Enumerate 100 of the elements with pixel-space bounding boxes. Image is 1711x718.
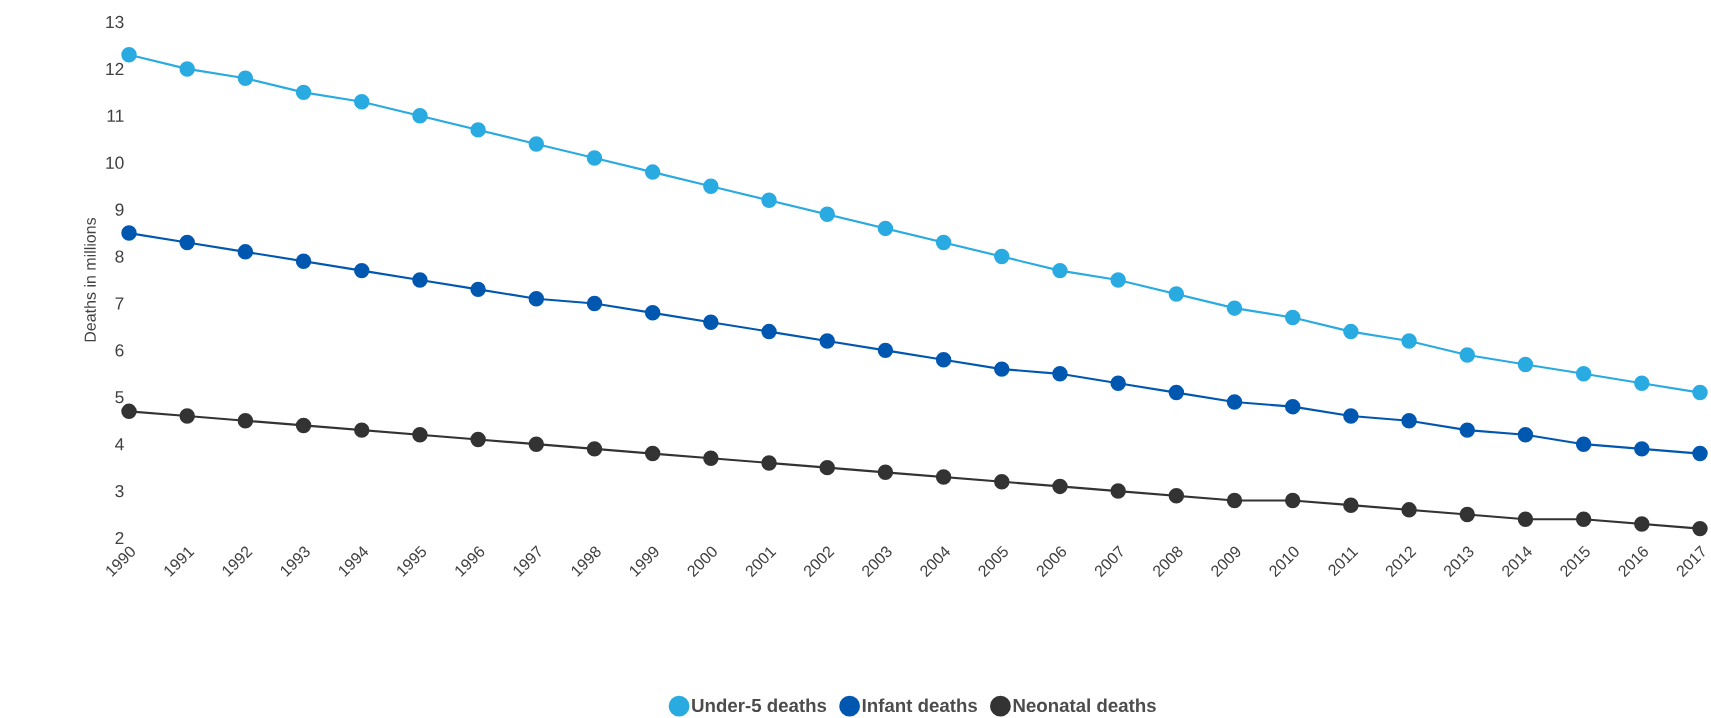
point [121, 403, 137, 420]
point [819, 333, 835, 349]
point [237, 412, 254, 429]
y-tick-label: 12 [106, 62, 124, 75]
point [1459, 422, 1475, 438]
point [1110, 272, 1126, 288]
point [761, 192, 777, 208]
point [1459, 347, 1475, 363]
point [295, 84, 312, 101]
point [1343, 497, 1359, 513]
point [586, 150, 603, 166]
point [935, 234, 952, 251]
point [121, 47, 137, 63]
point [1168, 384, 1185, 401]
point [1401, 333, 1417, 349]
point [354, 422, 370, 438]
point [1575, 436, 1592, 452]
point [470, 281, 486, 298]
point [1692, 520, 1708, 537]
point [994, 473, 1010, 490]
point [1110, 483, 1126, 499]
y-tick-label: 10 [106, 156, 124, 169]
point [121, 225, 137, 241]
point [237, 244, 254, 260]
point [1634, 516, 1650, 532]
point [935, 469, 952, 485]
legend-label: Infant deaths [862, 698, 977, 713]
point [1459, 506, 1475, 523]
point [470, 431, 486, 448]
point [1284, 398, 1301, 415]
y-tick-label: 5 [115, 391, 124, 404]
y-axis-title: Deaths in millions [84, 217, 96, 342]
point [1517, 427, 1534, 443]
point [877, 464, 894, 481]
y-tick-label: 11 [107, 109, 124, 122]
point [1634, 375, 1650, 391]
point [179, 408, 195, 424]
point [1168, 286, 1185, 302]
point [1110, 375, 1126, 391]
point [528, 291, 545, 307]
point [703, 314, 719, 330]
legend-label: Under-5 deaths [692, 698, 827, 713]
point [1575, 366, 1592, 382]
point [1052, 262, 1068, 279]
point [644, 164, 661, 180]
point [586, 441, 603, 457]
point [761, 323, 777, 340]
point [354, 262, 370, 279]
point [179, 61, 195, 77]
point [179, 234, 195, 251]
point [703, 178, 719, 194]
y-tick-label: 7 [115, 297, 124, 310]
y-tick-label: 6 [115, 344, 124, 357]
point [1052, 366, 1068, 382]
point [1226, 394, 1243, 410]
point [1692, 384, 1708, 401]
point [1168, 488, 1185, 504]
point [819, 459, 835, 476]
point [877, 342, 894, 359]
point [1517, 511, 1534, 527]
point [1284, 309, 1301, 326]
point [412, 427, 428, 443]
point [237, 70, 254, 87]
y-tick-label: 9 [115, 203, 124, 216]
point [1343, 408, 1359, 424]
point [295, 253, 312, 269]
point [295, 417, 312, 434]
point [1575, 511, 1592, 527]
point [528, 136, 545, 152]
point [1517, 356, 1534, 373]
point [1284, 492, 1301, 509]
point [1343, 323, 1359, 340]
point [935, 352, 952, 368]
point [994, 248, 1010, 265]
y-tick-label: 13 [106, 15, 124, 29]
point [470, 122, 486, 138]
point [994, 361, 1010, 377]
point [761, 455, 777, 471]
point [528, 436, 545, 452]
point [703, 450, 719, 466]
point [586, 295, 603, 312]
point [1401, 412, 1417, 429]
y-tick-label: 8 [115, 250, 124, 263]
point [1401, 502, 1417, 518]
point [354, 94, 370, 110]
point [1692, 445, 1708, 462]
point [1052, 478, 1068, 495]
point [1226, 300, 1243, 316]
point [1634, 441, 1650, 457]
point [644, 305, 661, 321]
point [1226, 492, 1243, 509]
point [644, 445, 661, 462]
y-tick-label: 4 [115, 438, 124, 451]
y-tick-label: 2 [115, 531, 124, 545]
point [412, 272, 428, 288]
y-tick-label: 3 [115, 484, 124, 498]
point [412, 108, 428, 124]
legend-label: Neonatal deaths [1013, 698, 1156, 713]
point [877, 220, 894, 237]
point [819, 206, 835, 223]
